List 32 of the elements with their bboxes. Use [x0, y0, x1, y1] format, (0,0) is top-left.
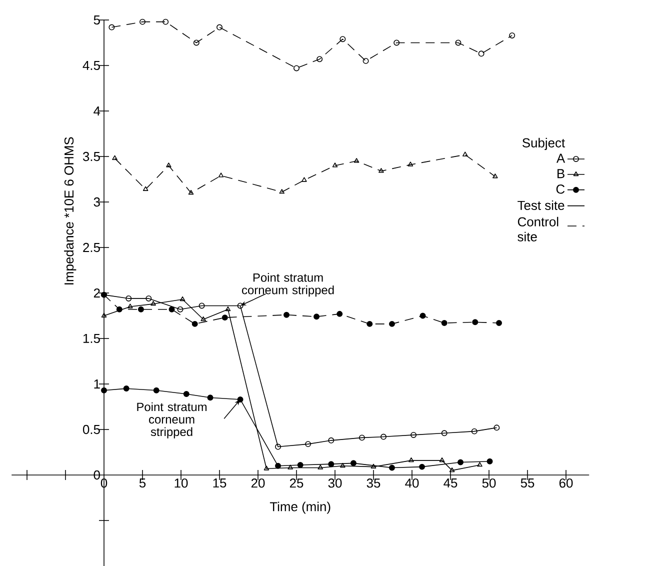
y-tick-label: 2.5	[83, 242, 100, 252]
y-tick-label: 4	[94, 106, 100, 116]
legend-label: B	[558, 169, 564, 178]
legend-title: Subject	[522, 138, 565, 150]
y-tick-label: 3	[94, 197, 100, 207]
legend-label: A	[556, 154, 566, 163]
y-axis-title: Impedance *10E 6 OHMS	[64, 137, 76, 284]
x-tick-label: 10	[174, 478, 188, 488]
y-tick-label: 3.5	[82, 152, 100, 162]
x-tick-label: 35	[366, 478, 380, 488]
annotation: Point stratum corneum stripped	[137, 402, 207, 438]
y-tick-label: 5	[94, 15, 100, 25]
annotation: Control site	[518, 216, 558, 242]
annotation: Test site	[518, 200, 564, 210]
x-tick-label: 25	[290, 478, 304, 488]
y-tick-label: 2	[94, 288, 100, 298]
x-tick-label: 30	[328, 478, 342, 488]
annotation: Point stratum corneum stripped	[242, 273, 334, 297]
x-tick-label: 40	[405, 478, 419, 488]
x-tick-label: 50	[482, 478, 496, 488]
y-tick-label: 0.5	[82, 424, 100, 434]
x-tick-label: 15	[213, 478, 226, 488]
x-tick-label: 20	[251, 478, 265, 488]
x-axis-title: Time (min)	[270, 502, 330, 514]
y-tick-label: 4.5	[82, 60, 100, 70]
legend-label: C	[556, 184, 565, 194]
y-tick-label: 1	[94, 380, 100, 388]
x-tick-label: 55	[520, 478, 534, 488]
x-tick-label: 5	[139, 478, 146, 488]
x-tick-label: 60	[559, 478, 573, 488]
x-tick-label: 45	[444, 478, 458, 488]
y-tick-label: 1.5	[83, 334, 100, 344]
